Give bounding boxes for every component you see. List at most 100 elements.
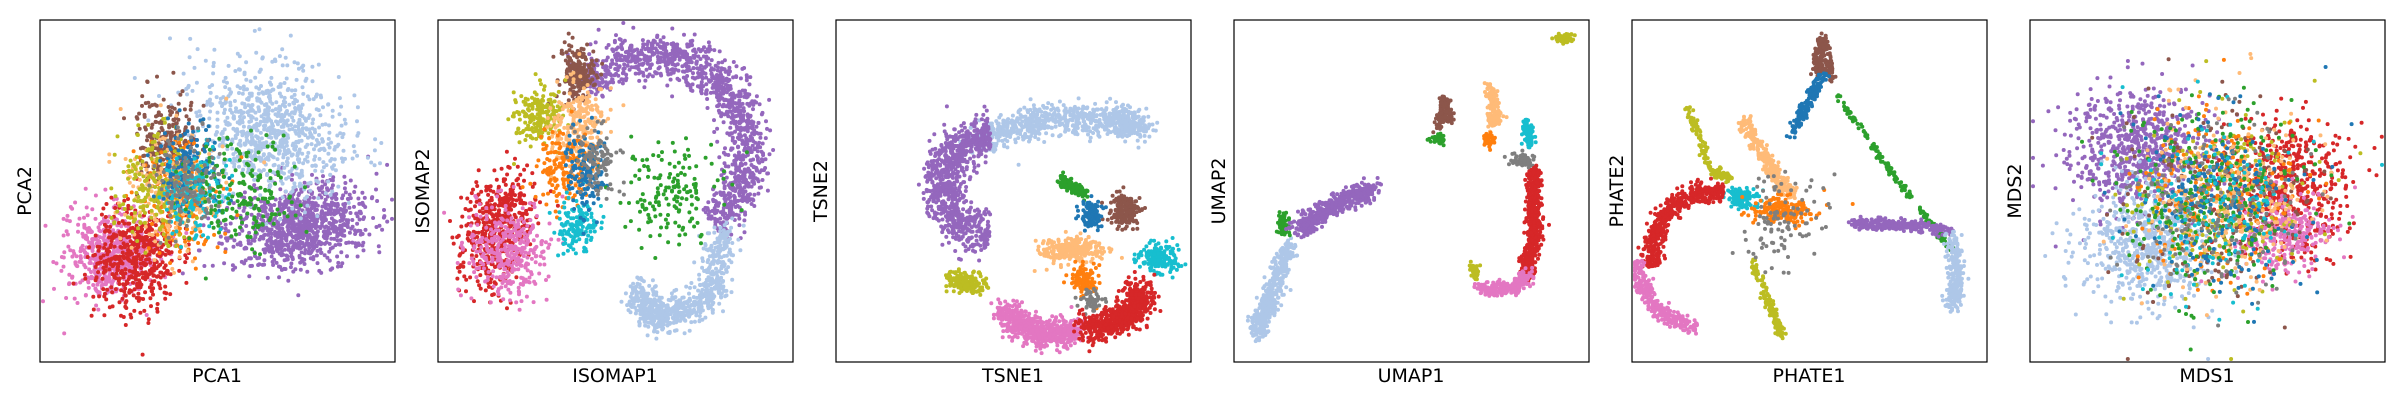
scatter-point <box>239 129 244 134</box>
scatter-point <box>173 225 178 230</box>
scatter-point <box>335 238 340 243</box>
scatter-point <box>230 206 235 211</box>
scatter-point <box>709 72 714 77</box>
scatter-point <box>186 218 191 223</box>
scatter-point <box>204 174 209 179</box>
scatter-point <box>335 144 340 149</box>
scatter-point <box>282 219 287 223</box>
scatter-point <box>215 245 220 250</box>
scatter-point <box>182 159 187 164</box>
scatter-point <box>178 133 183 138</box>
scatter-point <box>123 212 128 217</box>
scatter-point <box>207 152 212 156</box>
scatter-point <box>120 296 125 301</box>
scatter-point <box>235 242 240 247</box>
scatter-point <box>310 64 315 69</box>
scatter-point <box>316 108 321 113</box>
scatter-point <box>289 153 294 158</box>
scatter-point <box>131 280 135 285</box>
scatter-point <box>311 195 316 200</box>
scatter-point <box>342 186 347 191</box>
scatter-point <box>314 178 319 183</box>
scatter-point <box>297 246 302 251</box>
scatter-point <box>751 172 756 177</box>
scatter-point <box>323 122 328 127</box>
scatter-point <box>272 128 277 133</box>
scatter-point <box>80 231 85 236</box>
scatter-point <box>203 171 208 176</box>
scatter-point <box>273 134 278 139</box>
scatter-point <box>174 113 179 118</box>
scatter-point <box>132 308 137 313</box>
scatter-point <box>231 114 236 119</box>
scatter-point <box>113 287 118 292</box>
scatter-point <box>377 223 382 228</box>
scatter-point <box>115 268 120 273</box>
scatter-point <box>77 259 82 264</box>
scatter-point <box>311 97 316 102</box>
scatter-point <box>345 254 349 259</box>
scatter-point <box>140 270 145 275</box>
scatter-point <box>328 221 333 226</box>
scatter-point <box>135 161 140 166</box>
scatter-point <box>292 101 297 106</box>
scatter-point <box>239 155 244 160</box>
scatter-point <box>216 155 221 159</box>
scatter-point <box>133 172 138 177</box>
scatter-point <box>90 245 95 250</box>
scatter-point <box>326 136 331 141</box>
scatter-point <box>257 86 262 91</box>
scatter-point <box>182 235 187 240</box>
scatter-point <box>327 241 332 246</box>
scatter-point <box>280 102 285 107</box>
scatter-point <box>144 229 149 234</box>
scatter-point <box>353 232 358 236</box>
scatter-point <box>258 185 263 190</box>
scatter-point <box>339 250 344 255</box>
scatter-point <box>723 179 728 184</box>
scatter-point <box>91 307 96 312</box>
scatter-point <box>109 242 113 247</box>
scatter-point <box>289 190 293 195</box>
scatter-point <box>180 89 185 94</box>
scatter-point <box>274 260 279 265</box>
scatter-point <box>176 165 181 170</box>
scatter-point <box>293 106 298 110</box>
scatter-point <box>139 166 143 171</box>
scatter-point <box>712 118 716 123</box>
scatter-point <box>166 185 171 189</box>
scatter-point <box>91 283 96 287</box>
scatter-point <box>353 241 358 246</box>
scatter-point <box>129 245 134 250</box>
scatter-point <box>97 294 102 299</box>
scatter-point <box>295 157 300 162</box>
scatter-point <box>270 212 275 217</box>
scatter-point <box>134 155 139 159</box>
scatter-point <box>223 119 228 124</box>
scatter-point <box>193 220 198 225</box>
scatter-point <box>280 47 285 52</box>
scatter-point <box>296 66 301 71</box>
scatter-point <box>61 216 66 221</box>
scatter-point <box>148 296 153 301</box>
scatter-point <box>135 285 140 290</box>
scatter-point <box>301 230 306 234</box>
scatter-point <box>215 124 220 129</box>
scatter-point <box>177 232 182 237</box>
scatter-point <box>195 47 200 52</box>
scatter-point <box>155 134 160 139</box>
scatter-point <box>608 80 612 85</box>
scatter-point <box>324 163 329 168</box>
scatter-point <box>309 192 314 196</box>
scatter-point <box>305 203 310 208</box>
scatter-point <box>258 119 263 124</box>
scatter-point <box>97 235 102 240</box>
scatter-point <box>355 105 360 110</box>
scatter-point <box>742 133 747 138</box>
scatter-point <box>377 250 382 255</box>
scatter-point <box>756 191 761 196</box>
scatter-point <box>292 241 297 246</box>
scatter-point <box>329 207 333 211</box>
scatter-point <box>159 150 164 155</box>
pca-axes-frame <box>39 19 396 363</box>
